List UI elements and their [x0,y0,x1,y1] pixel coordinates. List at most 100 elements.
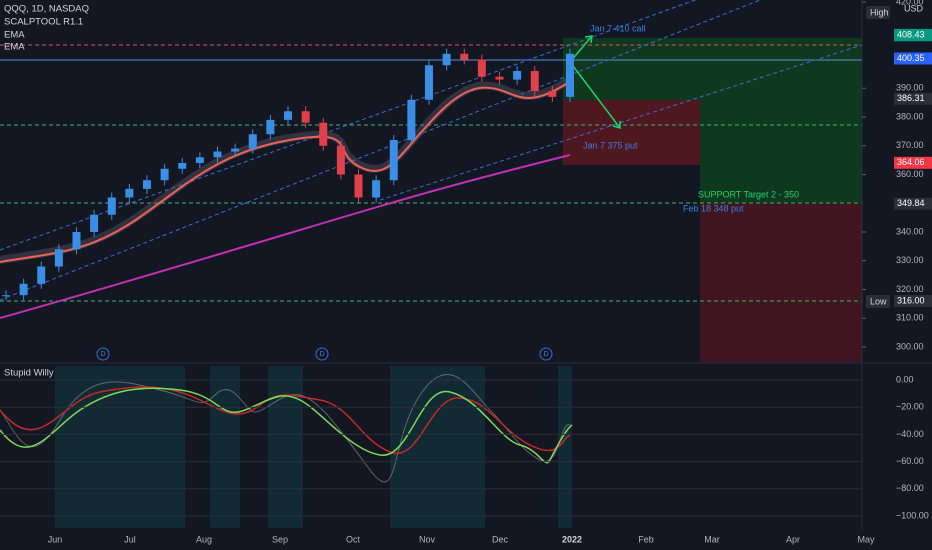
low-tag-box [866,295,890,308]
candle [19,283,28,296]
candle [372,180,381,198]
indicator-label: EMA [4,30,25,41]
annotation: Jan 7 375 put [583,140,638,150]
candle [389,140,398,181]
candle [460,53,469,60]
candle [425,65,433,100]
price-marker [894,156,932,169]
indicator-label: EMA [4,42,25,53]
y-tick-label: 330.00 [896,255,924,265]
annotation: Feb 18 348 put [683,203,744,213]
candle [213,151,222,158]
price-marker-label: 349.84 [897,198,925,208]
price-marker [894,29,932,42]
candle [284,111,292,120]
price-marker [894,52,932,65]
price-marker-label: 386.31 [897,93,925,103]
zones [55,38,862,528]
price-marker-label: 400.35 [897,53,925,63]
candle [125,188,134,198]
candle [442,53,451,66]
price-marker [894,92,932,105]
low-tag: Low [870,296,887,306]
x-tick-label: Nov [419,534,436,544]
candle [319,122,328,146]
x-tick-label: Sep [272,534,288,544]
y-tick-label: 390.00 [896,83,924,93]
dividend-label: D [543,351,548,358]
candle [548,91,557,97]
oscillator-title: Stupid Willy [4,368,54,379]
candle [477,59,486,77]
annotation: Jan 7 410 call [590,23,646,33]
x-tick-label: Jun [48,534,63,544]
y-tick-label: −100.00 [896,510,929,520]
y-tick-label: 380.00 [896,111,924,121]
candle [160,168,169,181]
x-tick-label: May [857,534,875,544]
candle [2,295,10,297]
candle [407,99,416,140]
price-marker-label: 408.43 [897,30,925,40]
candle [231,148,240,152]
high-tag-box [866,6,890,19]
candle [495,76,504,80]
oscillator-signal [0,386,571,455]
price-marker-label: 316.00 [897,295,925,305]
candle [301,111,310,123]
candle [513,71,522,80]
x-tick-label: Mar [704,534,720,544]
indicator-label: SCALPTOOL R1.1 [4,17,83,28]
annotation: SUPPORT Target 2 - 350 [698,189,799,199]
y-tick-label: 360.00 [896,169,924,179]
x-tick-label: Oct [346,534,361,544]
y-tick-label: −40.00 [896,429,924,439]
high-tag: High [870,7,889,17]
ema-slow [0,154,571,319]
candle [90,214,99,232]
candle [566,53,574,97]
candle [178,163,187,169]
oscillator-raw [0,373,571,483]
x-tick-label: Feb [638,534,654,544]
y-tick-label: 340.00 [896,226,924,236]
dividend-marker [539,347,553,361]
currency: USD [904,3,924,13]
y-tick-label: 0.00 [896,374,914,384]
ema-fast [0,81,571,263]
price-marker [894,295,932,307]
candle [336,145,345,175]
dividend-marker [96,347,110,361]
x-tick-label: Aug [196,534,212,544]
dividend-label: D [319,351,324,358]
y-tick-label: 420.00 [896,0,924,6]
candle [37,266,46,284]
y-tick-label: 310.00 [896,313,924,323]
x-tick-label: 2022 [562,534,582,544]
header: QQQ, 1D, NASDAQ SCALPTOOL R1.1 EMA EMA S… [4,4,89,379]
price-marker-label: 364.06 [897,157,925,167]
candle [266,119,275,135]
symbol-title: QQQ, 1D, NASDAQ [4,4,89,15]
y-tick-label: −20.00 [896,402,924,412]
dividend-marker [315,347,329,361]
candle [530,71,539,92]
candle [248,134,257,149]
y-tick-label: −80.00 [896,483,924,493]
dividend-label: D [100,351,105,358]
x-tick-label: Jul [124,534,136,544]
oscillator-main [0,387,573,464]
y-tick-label: −60.00 [896,456,924,466]
x-tick-label: Apr [786,534,800,544]
y-tick-label: 320.00 [896,284,924,294]
y-tick-label: 370.00 [896,140,924,150]
candle [143,180,151,189]
x-tick-label: Dec [492,534,509,544]
y-tick-label: 300.00 [896,341,924,351]
candle [195,157,204,163]
candle [354,174,363,198]
candle [72,232,81,250]
price-marker [894,197,932,210]
candle [54,249,63,267]
